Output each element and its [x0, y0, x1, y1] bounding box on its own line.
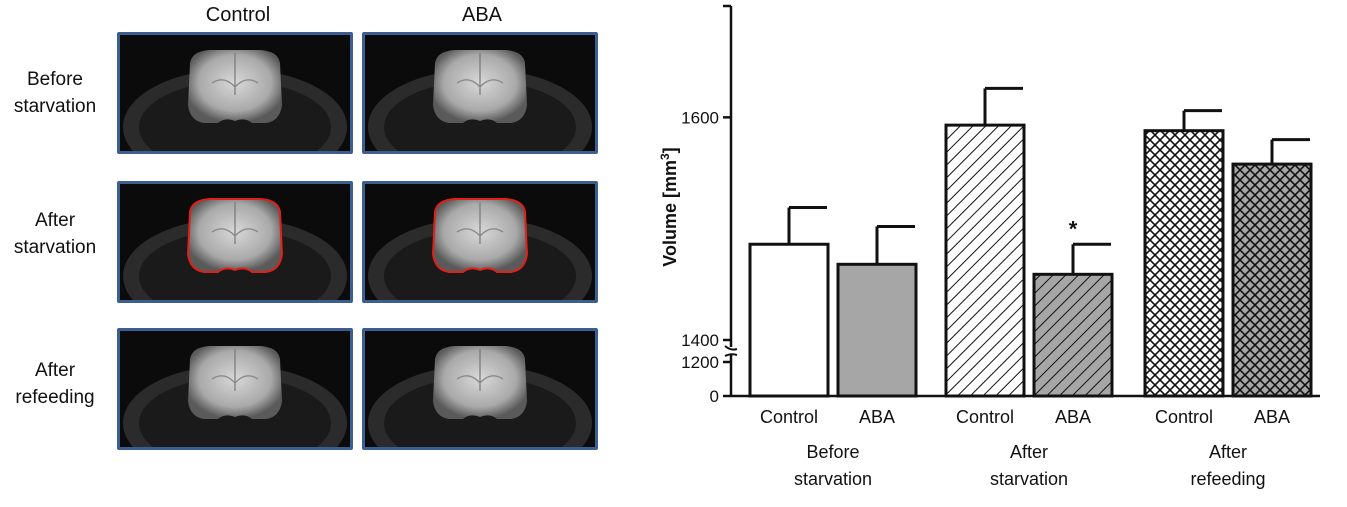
bar-control-group1	[944, 123, 1026, 398]
row-label-after-refeeding: After refeeding	[0, 357, 110, 411]
chart-bars	[748, 86, 1313, 398]
row-label-line2: refeeding	[15, 387, 95, 408]
y-axis-label-close: ]	[660, 147, 680, 153]
mri-slice-image	[365, 35, 595, 151]
group-label-line1: After	[1010, 442, 1048, 462]
y-tick-label: 0	[710, 387, 719, 406]
y-tick-label: 1400	[681, 331, 719, 350]
x-tick-label: Control	[760, 407, 818, 427]
mri-scan-aba-before	[362, 32, 598, 154]
y-axis-label: Volume [mm3]	[658, 147, 680, 266]
bar-aba-group2	[1231, 162, 1313, 398]
bar-aba-group1	[1032, 272, 1114, 398]
row-label-before-starvation: Before starvation	[0, 66, 110, 120]
x-tick-label: ABA	[1254, 407, 1290, 427]
column-header-control: Control	[205, 4, 271, 26]
row-label-line1: Before	[27, 69, 83, 90]
group-label-line1: Before	[806, 442, 859, 462]
mri-slice-image	[120, 331, 350, 447]
brain-roi-outline	[431, 198, 529, 273]
mri-scan-aba-after-refeeding	[362, 328, 598, 450]
mri-scan-control-before	[117, 32, 353, 154]
mri-scan-control-after-refeeding	[117, 328, 353, 450]
axis-break-mark	[724, 353, 738, 357]
bar-control-group2	[1143, 129, 1225, 398]
volume-bar-chart: 1600 1400 1200 0 Control ABA Before starvation C…	[640, 0, 1347, 502]
x-tick-label: ABA	[859, 407, 895, 427]
mri-scan-aba-after-starvation	[362, 181, 598, 303]
mri-slice-image	[365, 331, 595, 447]
bar-control-group0	[748, 242, 830, 398]
column-header-aba: ABA	[461, 4, 503, 26]
group-label-line2: starvation	[990, 469, 1068, 489]
mri-slice-image	[120, 184, 350, 300]
mri-slice-image	[120, 35, 350, 151]
bar-aba-group0	[836, 262, 918, 398]
group-label-line2: refeeding	[1190, 469, 1265, 489]
mri-scan-control-after-starvation	[117, 181, 353, 303]
x-tick-label: ABA	[1055, 407, 1091, 427]
row-label-after-starvation: After starvation	[0, 207, 110, 261]
y-tick-label: 1200	[681, 353, 719, 372]
x-tick-label: Control	[1155, 407, 1213, 427]
y-axis-label-text: Volume [mm	[660, 160, 680, 267]
y-tick-label: 1600	[681, 108, 719, 127]
group-label-line2: starvation	[794, 469, 872, 489]
mri-slice-image	[365, 184, 595, 300]
row-label-line1: After	[34, 360, 76, 381]
row-label-line1: After	[34, 210, 76, 231]
row-label-line2: starvation	[13, 96, 97, 117]
row-label-line2: starvation	[13, 237, 97, 258]
mri-image-panel: Control ABA Before starvation After star…	[0, 0, 620, 502]
group-label-line1: After	[1209, 442, 1247, 462]
brain-roi-outline	[186, 198, 284, 273]
x-tick-label: Control	[956, 407, 1014, 427]
y-axis-label-sup: 3	[658, 153, 672, 160]
axis-break-mark	[724, 345, 738, 351]
significance-marker: *	[1069, 216, 1078, 241]
